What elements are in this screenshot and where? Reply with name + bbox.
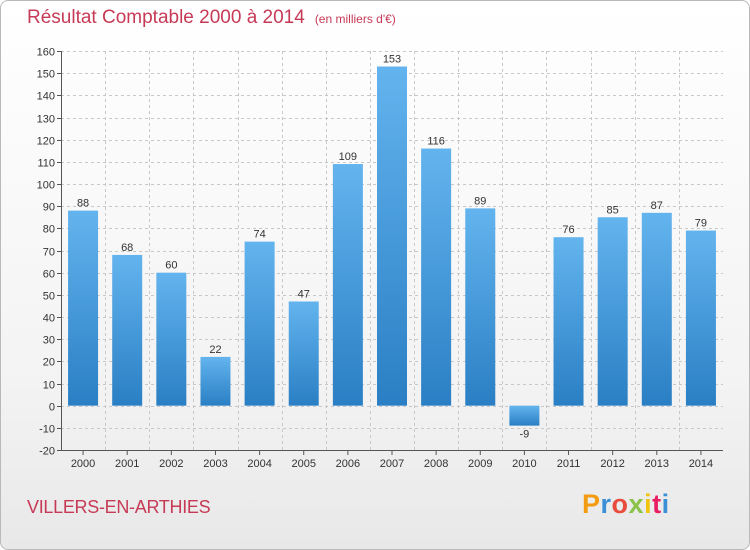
logo-letter: o — [611, 489, 629, 519]
y-tick-label: 150 — [37, 69, 55, 81]
data-label: 116 — [427, 136, 445, 148]
y-tick-label: 70 — [43, 247, 55, 259]
y-tick-label: 20 — [43, 357, 55, 369]
x-tick-label: 2004 — [247, 458, 271, 470]
x-tick-label: 2012 — [600, 458, 624, 470]
y-tick-label: 90 — [43, 202, 55, 214]
y-tick-label: 0 — [49, 402, 55, 414]
y-tick-label: 50 — [43, 291, 55, 303]
bar-2010[interactable] — [509, 405, 540, 426]
x-tick-label: 2000 — [71, 458, 95, 470]
data-label: 22 — [209, 344, 221, 356]
x-tick-label: 2001 — [115, 458, 139, 470]
bar-2013[interactable] — [641, 212, 672, 406]
data-label: 47 — [298, 288, 310, 300]
logo-letter: x — [628, 489, 645, 519]
y-tick-label: 120 — [37, 136, 55, 148]
y-tick-label: -10 — [39, 424, 55, 436]
chart-title: Résultat Comptable 2000 à 2014 (en millie… — [27, 7, 396, 29]
chart-title-text: Résultat Comptable 2000 à 2014 — [27, 7, 305, 28]
chart-unit: (en milliers d'€) — [314, 12, 396, 26]
x-tick-label: 2003 — [203, 458, 227, 470]
y-tick-label: 80 — [43, 224, 55, 236]
x-tick-label: 2006 — [336, 458, 360, 470]
bar-2001[interactable] — [112, 254, 143, 406]
y-tick-label: 60 — [43, 269, 55, 281]
x-tick-label: 2002 — [159, 458, 183, 470]
bar-2005[interactable] — [288, 301, 319, 406]
logo-letter: i — [661, 489, 670, 519]
y-tick-label: 160 — [37, 47, 55, 59]
logo-letter: P — [582, 489, 601, 519]
data-label: 87 — [651, 200, 663, 212]
x-tick-label: 2008 — [424, 458, 448, 470]
bar-2006[interactable] — [332, 164, 363, 406]
data-label: 74 — [253, 229, 265, 241]
y-tick-label: 130 — [37, 114, 55, 126]
y-tick-label: -20 — [39, 446, 55, 458]
y-tick-label: 140 — [37, 91, 55, 103]
data-label: 109 — [339, 151, 357, 163]
bars — [68, 66, 716, 426]
axes: -20 -10 0 10 20 30 40 50 60 70 80 90 100 110 120 130 140… — [37, 47, 723, 470]
y-tick-label: 110 — [37, 158, 55, 170]
bar-2007[interactable] — [377, 66, 407, 406]
data-label: 60 — [165, 260, 177, 272]
bar-2000[interactable] — [68, 210, 99, 406]
logo-letter: r — [600, 489, 612, 519]
bar-2003[interactable] — [200, 356, 231, 406]
logo-letter: i — [644, 489, 653, 519]
bar-2002[interactable] — [156, 272, 187, 406]
commune-name: VILLERS-EN-ARTHIES — [27, 497, 211, 517]
data-label: 79 — [695, 218, 707, 230]
data-label: 68 — [121, 242, 133, 254]
bar-2009[interactable] — [465, 208, 496, 406]
x-tick-label: 2013 — [645, 458, 669, 470]
y-tick-label: 30 — [43, 335, 55, 347]
x-tick-label: 2010 — [512, 458, 536, 470]
x-tick-label: 2009 — [468, 458, 492, 470]
data-label: 153 — [383, 54, 401, 66]
data-label: 76 — [562, 224, 574, 236]
bar-2014[interactable] — [685, 230, 716, 406]
logo-letter: t — [652, 489, 662, 519]
bar-2008[interactable] — [421, 148, 452, 406]
y-tick-label: 10 — [43, 380, 55, 392]
x-tick-label: 2005 — [291, 458, 315, 470]
data-labels: 88 68 60 22 74 47 109 153 116 89 -9 76 85 87 79 — [77, 54, 707, 441]
y-tick-label: 40 — [43, 313, 55, 325]
x-tick-label: 2014 — [689, 458, 713, 470]
data-label: 85 — [607, 204, 619, 216]
data-label: -9 — [520, 429, 530, 441]
x-tick-label: 2011 — [557, 458, 581, 470]
x-tick-label: 2007 — [380, 458, 404, 470]
data-label: 89 — [474, 195, 486, 207]
data-label: 88 — [77, 198, 89, 210]
bar-2011[interactable] — [553, 237, 584, 406]
bar-2004[interactable] — [244, 241, 275, 406]
y-tick-label: 100 — [37, 180, 55, 192]
proxiti-logo[interactable]: Proxiti — [582, 489, 670, 520]
bar-2012[interactable] — [597, 217, 628, 406]
